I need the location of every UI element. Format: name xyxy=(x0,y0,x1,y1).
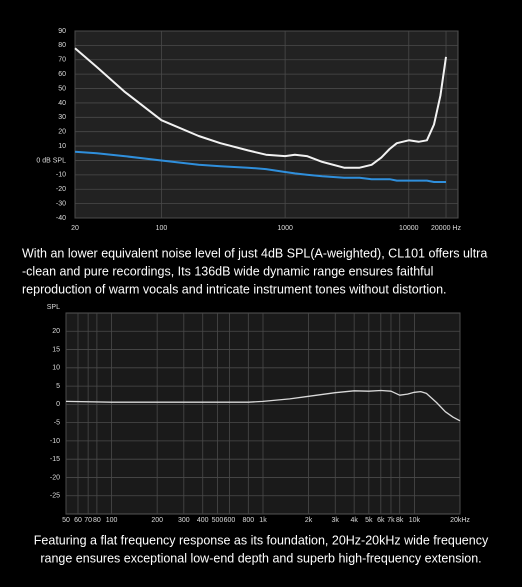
y-tick-label: -25 xyxy=(50,493,60,500)
caption-line: -clean and pure recordings, Its 136dB wi… xyxy=(22,264,433,278)
x-tick-label: 100 xyxy=(106,517,118,524)
x-tick-label: 20kHz xyxy=(450,517,470,524)
y-tick-label: 80 xyxy=(58,42,66,49)
x-tick-label: 400 xyxy=(197,517,209,524)
y-tick-label: 5 xyxy=(56,383,60,390)
y-tick-label: 40 xyxy=(58,100,66,107)
x-tick-label: 600 xyxy=(224,517,236,524)
x-tick-label: 200 xyxy=(151,517,163,524)
x-tick-label: 80 xyxy=(93,517,101,524)
x-tick-label: 20000 Hz xyxy=(431,225,461,232)
y-tick-label: 0 dB SPL xyxy=(36,157,66,164)
y-tick-label: -20 xyxy=(50,474,60,481)
x-tick-label: 7k xyxy=(387,517,395,524)
y-tick-label: 10 xyxy=(52,365,60,372)
x-tick-label: 20 xyxy=(71,225,79,232)
x-tick-label: 60 xyxy=(74,517,82,524)
x-tick-label: 4k xyxy=(350,517,358,524)
x-tick-label: 10000 xyxy=(399,225,419,232)
y-tick-label: 50 xyxy=(58,85,66,92)
caption-line: With an lower equivalent noise level of … xyxy=(22,246,487,260)
y-tick-label: 20 xyxy=(58,129,66,136)
x-tick-label: 70 xyxy=(84,517,92,524)
x-tick-label: 1000 xyxy=(277,225,293,232)
y-axis-label: SPL xyxy=(47,304,60,311)
x-tick-label: 8k xyxy=(396,517,404,524)
caption-line: range ensures exceptional low-end depth … xyxy=(40,551,481,565)
x-tick-label: 3k xyxy=(332,517,340,524)
x-tick-label: 100 xyxy=(156,225,168,232)
y-tick-label: 10 xyxy=(58,143,66,150)
y-tick-label: -40 xyxy=(56,215,66,222)
y-tick-label: -10 xyxy=(50,438,60,445)
y-tick-label: 30 xyxy=(58,114,66,121)
y-tick-label: -20 xyxy=(56,186,66,193)
x-tick-label: 10k xyxy=(409,517,421,524)
y-tick-label: -5 xyxy=(54,419,60,426)
y-tick-label: 70 xyxy=(58,57,66,64)
y-tick-label: 20 xyxy=(52,328,60,335)
plot-area xyxy=(74,30,459,219)
y-tick-label: -30 xyxy=(56,200,66,207)
y-tick-label: -10 xyxy=(56,172,66,179)
series-line xyxy=(74,150,446,183)
series-line xyxy=(65,389,461,422)
x-tick-label: 800 xyxy=(242,517,254,524)
y-tick-label: 90 xyxy=(58,28,66,35)
y-tick-label: 60 xyxy=(58,71,66,78)
series-line xyxy=(74,47,447,169)
x-tick-label: 6k xyxy=(377,517,385,524)
caption-line: reproduction of warm vocals and intricat… xyxy=(22,282,447,296)
caption-line: Featuring a flat frequency response as i… xyxy=(34,533,489,547)
y-tick-label: -15 xyxy=(50,456,60,463)
x-tick-label: 1k xyxy=(259,517,267,524)
x-tick-label: 5k xyxy=(365,517,373,524)
y-tick-label: 0 xyxy=(56,401,60,408)
y-tick-label: 15 xyxy=(52,346,60,353)
x-tick-label: 300 xyxy=(178,517,190,524)
x-tick-label: 50 xyxy=(62,517,70,524)
x-tick-label: 2k xyxy=(305,517,313,524)
x-tick-label: 500 xyxy=(212,517,224,524)
